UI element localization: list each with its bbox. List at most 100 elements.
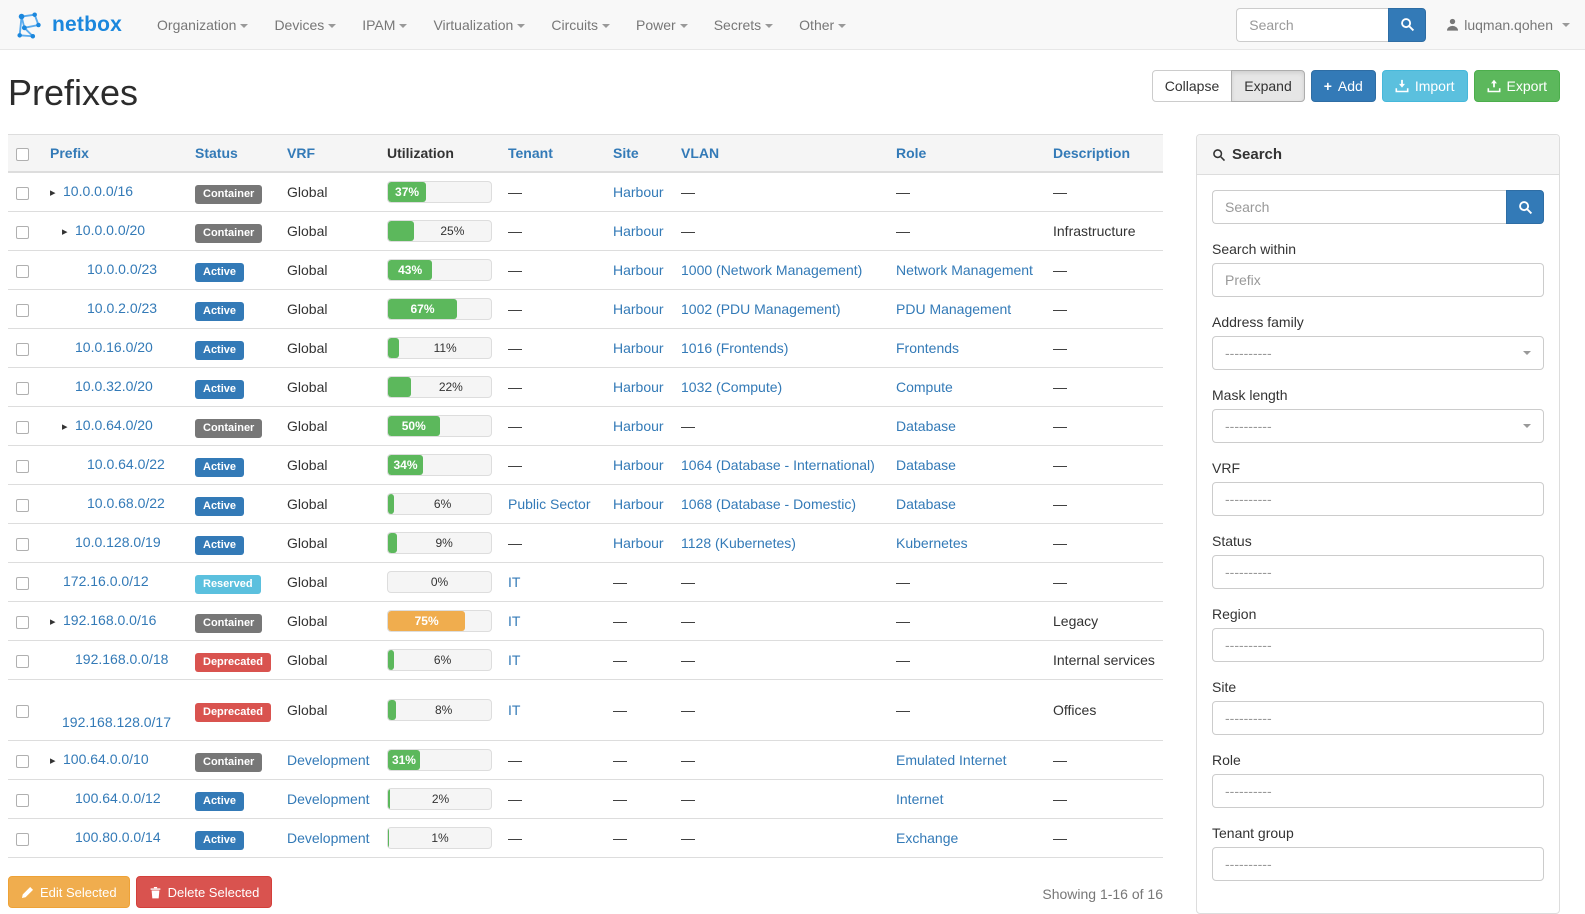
column-sort-link[interactable]: Status [195, 145, 238, 161]
filter-field-region[interactable]: ---------- [1212, 628, 1544, 662]
role-link[interactable]: Network Management [896, 262, 1033, 278]
row-checkbox[interactable] [16, 754, 29, 768]
filter-field-role[interactable]: ---------- [1212, 774, 1544, 808]
site-link[interactable]: Harbour [613, 262, 664, 278]
menu-item-other[interactable]: Other [786, 2, 859, 48]
filter-search-button[interactable] [1506, 190, 1544, 224]
expand-toggle-icon[interactable]: ▸ [50, 616, 56, 628]
filter-field-search-within[interactable] [1225, 272, 1531, 288]
site-link[interactable]: Harbour [613, 418, 664, 434]
prefix-link[interactable]: 10.0.68.0/22 [87, 495, 165, 511]
row-checkbox[interactable] [16, 793, 29, 807]
menu-item-organization[interactable]: Organization [144, 2, 261, 48]
tenant-link[interactable]: IT [508, 613, 521, 629]
column-sort-link[interactable]: Description [1053, 145, 1131, 161]
column-sort-link[interactable]: Role [896, 145, 927, 161]
role-link[interactable]: PDU Management [896, 301, 1012, 317]
role-link[interactable]: Exchange [896, 830, 959, 846]
prefix-link[interactable]: 10.0.64.0/20 [75, 417, 153, 433]
filter-search-input[interactable] [1212, 190, 1506, 224]
export-button[interactable]: Export [1473, 70, 1560, 102]
add-button[interactable]: + Add [1310, 70, 1376, 102]
role-link[interactable]: Database [896, 457, 956, 473]
prefix-link[interactable]: 10.0.128.0/19 [75, 534, 161, 550]
site-link[interactable]: Harbour [613, 379, 664, 395]
vlan-link[interactable]: 1016 (Frontends) [681, 340, 789, 356]
role-link[interactable]: Emulated Internet [896, 752, 1007, 768]
filter-field-vrf[interactable]: ---------- [1212, 482, 1544, 516]
import-button[interactable]: Import [1381, 70, 1468, 102]
site-link[interactable]: Harbour [613, 457, 664, 473]
vrf-link[interactable]: Development [287, 752, 370, 768]
filter-select-address-family[interactable]: ---------- [1212, 336, 1544, 370]
expand-toggle-icon[interactable]: ▸ [62, 226, 68, 238]
tenant-link[interactable]: IT [508, 652, 521, 668]
expand-toggle-icon[interactable]: ▸ [50, 187, 56, 199]
filter-field-status[interactable]: ---------- [1212, 555, 1544, 589]
tenant-link[interactable]: IT [508, 574, 521, 590]
vlan-link[interactable]: 1002 (PDU Management) [681, 301, 841, 317]
row-checkbox[interactable] [16, 225, 29, 239]
column-sort-link[interactable]: Prefix [50, 145, 89, 161]
role-link[interactable]: Frontends [896, 340, 960, 356]
collapse-button[interactable]: Collapse [1151, 70, 1233, 102]
site-link[interactable]: Harbour [613, 301, 664, 317]
site-link[interactable]: Harbour [613, 340, 664, 356]
column-sort-link[interactable]: VLAN [681, 145, 720, 161]
navbar-search-button[interactable] [1388, 7, 1427, 42]
prefix-link[interactable]: 10.0.32.0/20 [75, 378, 153, 394]
column-sort-link[interactable]: Site [613, 145, 639, 161]
prefix-link[interactable]: 10.0.0.0/20 [75, 222, 146, 238]
row-checkbox[interactable] [16, 654, 29, 668]
prefix-link[interactable]: 10.0.16.0/20 [75, 339, 153, 355]
column-sort-link[interactable]: VRF [287, 145, 315, 161]
netbox-brand[interactable]: netbox [15, 10, 122, 40]
row-checkbox[interactable] [16, 704, 29, 718]
site-link[interactable]: Harbour [613, 496, 664, 512]
tenant-link[interactable]: Public Sector [508, 496, 591, 512]
navbar-search-input[interactable] [1236, 7, 1389, 42]
edit-selected-button[interactable]: Edit Selected [8, 876, 130, 908]
row-checkbox[interactable] [16, 537, 29, 551]
row-checkbox[interactable] [16, 303, 29, 317]
column-sort-link[interactable]: Tenant [508, 145, 553, 161]
vrf-link[interactable]: Development [287, 791, 370, 807]
expand-toggle-icon[interactable]: ▸ [50, 755, 56, 767]
site-link[interactable]: Harbour [613, 223, 664, 239]
filter-select-mask-length[interactable]: ---------- [1212, 409, 1544, 443]
prefix-link[interactable]: 10.0.0.0/16 [63, 183, 134, 199]
tenant-link[interactable]: IT [508, 702, 521, 718]
menu-item-virtualization[interactable]: Virtualization [420, 2, 538, 48]
vlan-link[interactable]: 1128 (Kubernetes) [681, 535, 796, 551]
role-link[interactable]: Internet [896, 791, 944, 807]
menu-item-secrets[interactable]: Secrets [701, 2, 786, 48]
prefix-link[interactable]: 192.168.0.0/16 [63, 612, 157, 628]
role-link[interactable]: Compute [896, 379, 953, 395]
filter-field-tenant-group[interactable]: ---------- [1212, 847, 1544, 881]
row-checkbox[interactable] [16, 420, 29, 434]
prefix-link[interactable]: 10.0.2.0/23 [87, 300, 158, 316]
prefix-link[interactable]: 192.168.0.0/18 [75, 651, 169, 667]
prefix-link[interactable]: 10.0.64.0/22 [87, 456, 165, 472]
role-link[interactable]: Kubernetes [896, 535, 968, 551]
vlan-link[interactable]: 1064 (Database - International) [681, 457, 875, 473]
vrf-link[interactable]: Development [287, 830, 370, 846]
row-checkbox[interactable] [16, 264, 29, 278]
role-link[interactable]: Database [896, 418, 956, 434]
prefix-link[interactable]: 172.16.0.0/12 [63, 573, 149, 589]
filter-field-site[interactable]: ---------- [1212, 701, 1544, 735]
row-checkbox[interactable] [16, 615, 29, 629]
vlan-link[interactable]: 1032 (Compute) [681, 379, 783, 395]
expand-toggle-icon[interactable]: ▸ [62, 421, 68, 433]
row-checkbox[interactable] [16, 342, 29, 356]
row-checkbox[interactable] [16, 832, 29, 846]
user-menu[interactable]: luqman.qohen [1446, 17, 1570, 33]
row-checkbox[interactable] [16, 576, 29, 590]
prefix-link[interactable]: 100.64.0.0/10 [63, 751, 149, 767]
vlan-link[interactable]: 1068 (Database - Domestic) [681, 496, 857, 512]
menu-item-ipam[interactable]: IPAM [349, 2, 420, 48]
site-link[interactable]: Harbour [613, 184, 664, 200]
expand-button[interactable]: Expand [1231, 70, 1305, 102]
role-link[interactable]: Database [896, 496, 956, 512]
prefix-link[interactable]: 192.168.128.0/17 [62, 714, 171, 730]
